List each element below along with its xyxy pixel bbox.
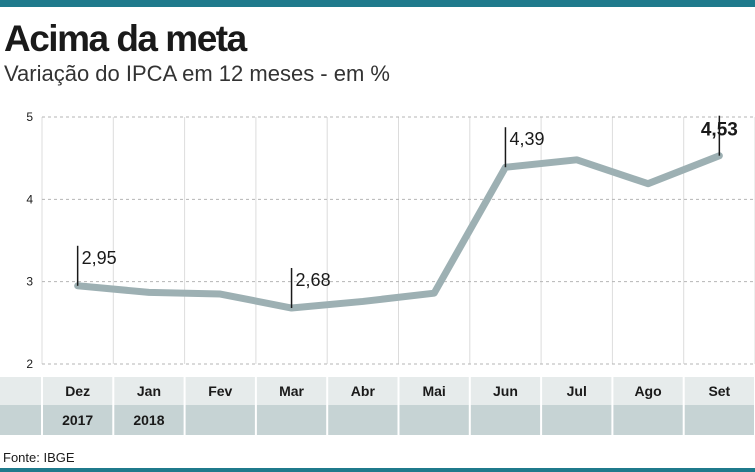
data-label: 4,53 [701,120,738,141]
x-tick-label: Jul [567,383,587,399]
year-label: 2018 [133,412,164,428]
year-label: 2017 [62,412,93,428]
x-tick-label: Ago [634,383,661,399]
x-tick-label: Fev [208,383,232,399]
data-point [145,289,152,296]
data-point [431,290,438,297]
top-accent-bar [0,0,755,7]
x-tick-label: Abr [351,383,376,399]
y-tick-label: 2 [26,357,33,371]
x-tick-label: Dez [65,383,90,399]
year-row-bg [0,405,755,435]
data-point [573,156,580,163]
data-label: 2,95 [82,248,117,268]
bottom-accent-bar [0,468,755,472]
source-note: Fonte: IBGE [3,450,75,465]
data-point [645,180,652,187]
y-tick-label: 4 [26,192,33,206]
x-tick-label: Set [708,383,730,399]
y-tick-label: 3 [26,275,33,289]
chart-subtitle: Variação do IPCA em 12 meses - em % [4,61,390,86]
data-label: 4,39 [509,129,544,149]
x-tick-label: Mar [279,383,304,399]
y-tick-label: 5 [26,110,33,124]
x-tick-label: Mai [422,383,445,399]
series-line [74,152,723,312]
chart-title: Acima da meta [4,18,247,59]
x-tick-label: Jan [137,383,161,399]
data-point [359,298,366,305]
x-tick-label: Jun [493,383,518,399]
month-row-bg [0,377,755,405]
data-label: 2,68 [296,270,331,290]
data-point [217,291,224,298]
